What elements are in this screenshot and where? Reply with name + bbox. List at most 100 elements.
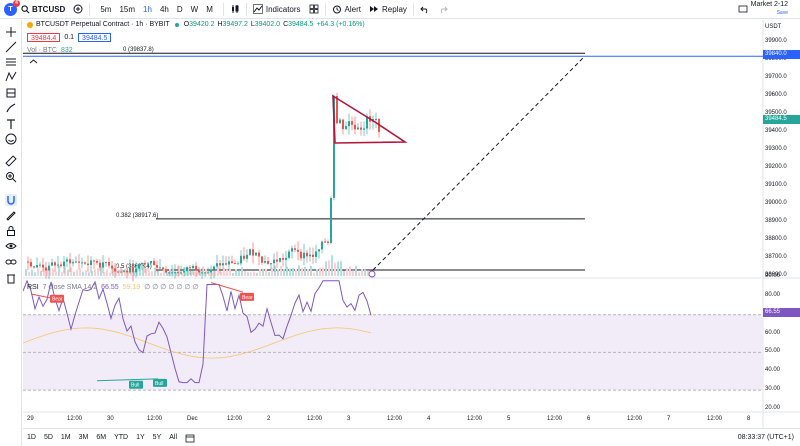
time-tick: 12:00: [147, 416, 163, 422]
interval-1h[interactable]: 1h: [143, 4, 152, 14]
chart-canvas[interactable]: 0 (39837.8) 0.382 (38917.6) 0.5 (38633.4) B…: [23, 20, 800, 428]
divergence-badge: [240, 292, 254, 301]
interval-5m[interactable]: 5m: [100, 4, 112, 14]
volume-bar: [73, 271, 75, 276]
range-all[interactable]: All: [169, 434, 178, 441]
volume-bar: [190, 271, 192, 276]
volume-bar: [256, 272, 258, 276]
folder-icon[interactable]: [738, 4, 748, 14]
indicators-button[interactable]: Indicators: [249, 0, 305, 19]
calendar-icon[interactable]: [185, 433, 195, 443]
interval-4h[interactable]: 4h: [159, 4, 169, 14]
volume-bar: [220, 271, 222, 276]
lock-icon[interactable]: [5, 225, 17, 237]
currency-label[interactable]: USDT: [765, 24, 782, 30]
trend-line-icon[interactable]: [5, 41, 17, 53]
layout-name-menu[interactable]: Market 2-12 Save: [751, 1, 788, 17]
layouts-button[interactable]: [305, 0, 323, 19]
range-3m[interactable]: 3M: [78, 434, 89, 441]
price-tick: 39300.0: [765, 146, 787, 152]
volume-bar: [61, 272, 63, 276]
volume-bar: [334, 262, 336, 276]
interval-d[interactable]: D: [176, 4, 183, 14]
layout-name: Market 2-12: [750, 1, 788, 8]
interval-15m[interactable]: 15m: [119, 4, 136, 14]
buy-button[interactable]: 39484.5: [78, 33, 112, 42]
range-1m[interactable]: 1M: [60, 434, 71, 441]
candle-body: [360, 127, 362, 130]
range-6m[interactable]: 6M: [96, 434, 107, 441]
text-icon[interactable]: [5, 118, 17, 130]
volume-bar: [271, 267, 273, 276]
symbol-search[interactable]: BTCUSD: [17, 0, 69, 19]
ruler-icon[interactable]: [5, 155, 17, 167]
trash-icon[interactable]: [5, 272, 17, 284]
notification-badge: 4: [13, 0, 20, 7]
candle-body: [60, 264, 62, 267]
volume-bar: [277, 269, 279, 276]
fib-icon[interactable]: [5, 56, 17, 68]
plus-circle-icon: [73, 4, 83, 14]
user-avatar[interactable]: T 4: [4, 0, 20, 16]
time-tick: 12:00: [67, 416, 83, 422]
spread-value: 0.1: [64, 34, 75, 41]
volume-bar: [301, 267, 303, 276]
interval-w[interactable]: W: [190, 4, 199, 14]
volume-bar: [148, 270, 150, 276]
candle-body: [222, 263, 224, 266]
volume-bar: [187, 267, 189, 276]
clock[interactable]: 08:33:37 (UTC+1): [737, 434, 794, 441]
volume-bar: [274, 265, 276, 276]
volume-bar: [154, 267, 156, 276]
candle-body: [117, 271, 119, 273]
volume-bar: [268, 272, 270, 276]
undo-button[interactable]: [416, 0, 434, 19]
candle-body: [159, 267, 161, 269]
volume-bar: [109, 272, 111, 276]
sell-button[interactable]: 39484.4: [27, 33, 61, 42]
brush-icon[interactable]: [5, 102, 17, 114]
candle-body: [87, 263, 89, 265]
candle-body: [93, 260, 95, 262]
candle-body: [138, 264, 140, 269]
zoom-in-icon[interactable]: [5, 171, 17, 183]
volume-bar: [100, 266, 102, 276]
alert-button[interactable]: Alert: [328, 0, 365, 19]
volume-bar: [55, 271, 57, 276]
projection-icon[interactable]: [5, 87, 17, 99]
candle-body: [165, 269, 167, 273]
candle-body: [207, 272, 209, 274]
candle-body: [45, 267, 47, 271]
candle-body: [147, 263, 149, 265]
candle-body: [36, 265, 38, 268]
candle-body: [126, 270, 128, 273]
replay-button[interactable]: Replay: [365, 0, 411, 19]
open-label: O: [183, 21, 190, 28]
volume-bar: [196, 272, 198, 276]
link-icon[interactable]: [5, 256, 17, 268]
range-5d[interactable]: 5D: [43, 434, 53, 441]
volume-bar: [322, 267, 324, 276]
pattern-icon[interactable]: [5, 71, 17, 83]
range-1y[interactable]: 1Y: [136, 434, 145, 441]
interval-m[interactable]: M: [206, 4, 213, 14]
candle-body: [153, 261, 155, 266]
range-ytd[interactable]: YTD: [114, 434, 129, 441]
range-5y[interactable]: 5Y: [152, 434, 162, 441]
drawing-mode-icon[interactable]: [5, 209, 17, 221]
crosshair-icon[interactable]: [5, 26, 17, 38]
range-1d[interactable]: 1D: [27, 434, 36, 441]
chart-pane[interactable]: 0 (39837.8) 0.382 (38917.6) 0.5 (38633.4) B…: [23, 20, 800, 428]
candle-body: [357, 127, 359, 130]
candle-body: [141, 262, 143, 265]
compare-symbol-button[interactable]: [69, 0, 87, 19]
emoji-icon[interactable]: [5, 133, 17, 145]
chart-type-button[interactable]: [226, 0, 244, 19]
volume-bar: [85, 270, 87, 276]
magnet-icon[interactable]: [5, 194, 17, 206]
top-toolbar: T 4 BTCUSD 5m 15m 1h 4h D W M Indicators Alert…: [0, 0, 800, 19]
volume-bar: [235, 269, 237, 276]
eye-icon[interactable]: [5, 240, 17, 252]
redo-button[interactable]: [434, 0, 452, 19]
price-tick: 39400.0: [765, 128, 787, 134]
